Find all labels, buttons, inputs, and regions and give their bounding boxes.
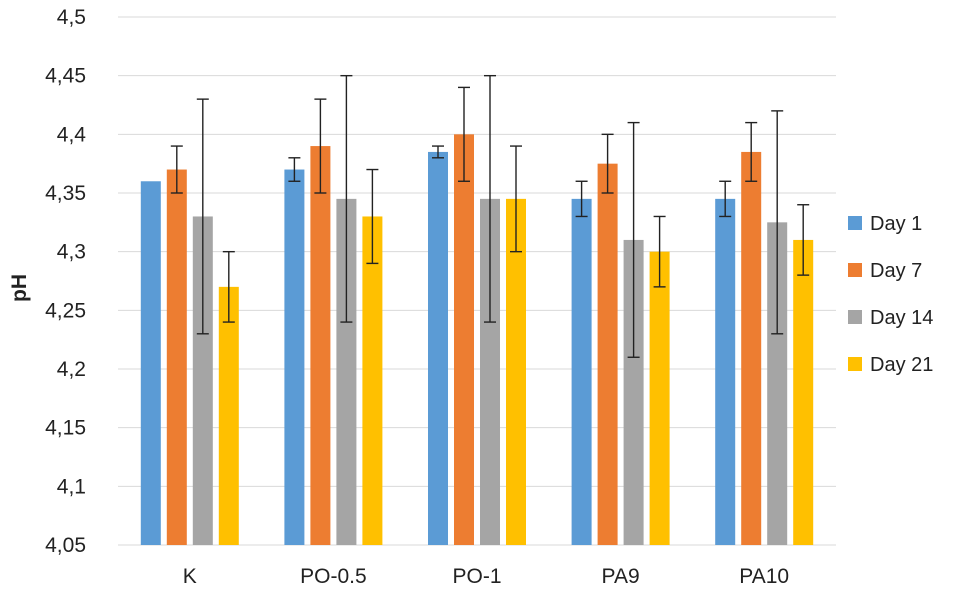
bar	[571, 198, 592, 545]
legend: Day 1 Day 7 Day 14 Day 21	[848, 213, 933, 376]
bar	[310, 146, 331, 546]
error-bar	[627, 121, 640, 358]
error-bar	[575, 180, 588, 218]
legend-label: Day 14	[870, 307, 933, 329]
bar	[454, 134, 474, 546]
y-tick-label: 4,15	[45, 417, 86, 440]
legend-item: Day 7	[848, 260, 922, 282]
y-tick-label: 4,4	[57, 123, 87, 146]
y-tick-label: 4,35	[45, 182, 86, 205]
bar	[597, 163, 618, 545]
y-axis-ticks: 4,05 4,1 4,15 4,2 4,25 4,3 4,35 4,4 4,45 4,5	[45, 6, 86, 557]
bars	[140, 134, 814, 546]
bar	[218, 286, 239, 545]
bar	[715, 198, 736, 545]
legend-swatch	[848, 263, 862, 277]
y-tick-label: 4,45	[45, 65, 86, 88]
error-bar	[222, 250, 235, 323]
y-axis-title: pH	[8, 274, 31, 302]
bar	[506, 198, 526, 545]
x-category-label: PO-1	[452, 565, 501, 588]
y-tick-label: 4,5	[57, 6, 86, 29]
bar	[192, 216, 213, 545]
x-category-label: PA10	[739, 565, 789, 588]
legend-label: Day 21	[870, 354, 933, 376]
error-bar	[745, 121, 758, 182]
legend-item: Day 14	[848, 307, 933, 329]
bar	[767, 222, 788, 546]
bar	[623, 239, 644, 545]
error-bar	[797, 204, 810, 276]
y-tick-label: 4,1	[57, 475, 86, 498]
legend-swatch	[848, 216, 862, 230]
y-tick-label: 4,25	[45, 299, 86, 322]
bar	[793, 239, 814, 545]
legend-swatch	[848, 310, 862, 324]
error-bar	[314, 98, 327, 194]
error-bar	[601, 133, 614, 194]
error-bar	[196, 98, 209, 335]
legend-item: Day 21	[848, 354, 933, 376]
bar	[362, 216, 383, 545]
y-tick-label: 4,3	[57, 241, 86, 264]
x-axis-categories: K PO-0.5 PO-1 PA9 PA10	[183, 565, 789, 588]
error-bar	[510, 145, 522, 253]
x-category-label: K	[183, 565, 197, 588]
legend-label: Day 1	[870, 213, 922, 235]
error-bar	[288, 157, 301, 182]
error-bar	[653, 215, 666, 288]
bar	[166, 169, 187, 546]
x-category-label: PA9	[602, 565, 640, 588]
bar	[336, 198, 357, 545]
error-bar	[719, 180, 732, 218]
bar	[140, 181, 161, 545]
bar	[428, 151, 448, 545]
error-bar	[366, 168, 379, 265]
bar	[284, 169, 305, 546]
x-category-label: PO-0.5	[300, 565, 367, 588]
bar	[741, 151, 762, 545]
error-bar	[170, 145, 183, 194]
error-bar	[340, 74, 353, 323]
y-tick-label: 4,05	[45, 534, 86, 557]
error-bar	[432, 145, 444, 159]
bar	[649, 251, 670, 545]
error-bar	[484, 74, 496, 323]
legend-swatch	[848, 357, 862, 371]
legend-item: Day 1	[848, 213, 922, 235]
error-bar	[771, 110, 784, 335]
legend-label: Day 7	[870, 260, 922, 282]
y-tick-label: 4,2	[57, 358, 86, 381]
bar	[480, 198, 500, 545]
error-bars	[170, 74, 810, 358]
error-bar	[458, 86, 470, 182]
